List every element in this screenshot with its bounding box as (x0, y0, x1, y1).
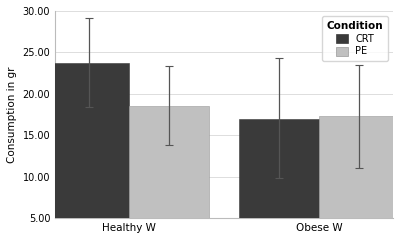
Bar (49, 63, 129, 240)
Bar (129, 106, 209, 240)
Bar (239, 119, 319, 240)
Y-axis label: Consumption in gr: Consumption in gr (7, 66, 17, 163)
Legend: CRT, PE: CRT, PE (322, 16, 388, 61)
Bar (319, 116, 399, 240)
